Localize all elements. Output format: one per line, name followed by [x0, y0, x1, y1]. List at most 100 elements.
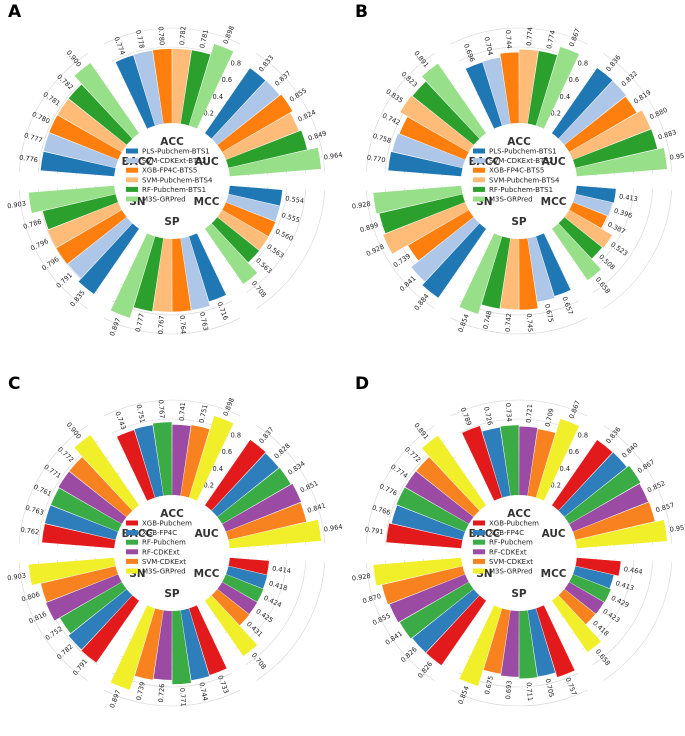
- value-label: 0.782: [55, 73, 74, 92]
- value-label: 0.781: [42, 90, 62, 107]
- value-label: 0.771: [178, 688, 187, 707]
- bar-auc-svm-cdkext-bts2: [211, 80, 280, 145]
- value-label: 0.414: [272, 564, 292, 575]
- bar-sn-xgb-fp4c-bts5: [408, 210, 474, 261]
- grid-arc: [603, 53, 673, 172]
- value-label: 0.928: [351, 572, 371, 583]
- legend-swatch: [473, 158, 485, 164]
- bar-mcc-svm-pubchem-bts4: [217, 210, 269, 251]
- legend-label: SVM-CDKExt: [142, 558, 186, 566]
- value-label: 0.657: [560, 296, 574, 317]
- metric-label-auc: AUC: [542, 156, 566, 168]
- value-label: 0.867: [636, 458, 656, 475]
- value-label: 0.762: [20, 526, 40, 537]
- bar-sp-svm-pubchem-bts4: [153, 238, 172, 312]
- value-label: 0.819: [632, 88, 652, 105]
- grid-arc: [365, 53, 435, 172]
- metric-label-acc: ACC: [507, 508, 531, 520]
- grid-arc: [592, 189, 654, 293]
- bar-acc-svm-pubchem-bts4: [172, 48, 192, 124]
- legend-swatch: [473, 568, 485, 574]
- bar-sn-m3s-grpred: [28, 557, 116, 585]
- value-label: 0.898: [222, 397, 236, 418]
- bar-sp-rf-cdkext: [153, 610, 172, 680]
- bar-bacc-pls-pubchem-bts1: [40, 151, 116, 177]
- bar-sn-pls-pubchem-bts1: [78, 223, 140, 294]
- bar-mcc-pls-pubchem-bts1: [575, 185, 616, 203]
- bar-bacc-svm-cdkext-bts2: [392, 133, 465, 168]
- grid-arc: [103, 27, 241, 45]
- bar-mcc-svm-cdkext-bts2: [573, 194, 613, 216]
- bar-acc-xgb-pubchem: [116, 430, 155, 501]
- bar-auc-svm-pubchem-bts4: [569, 110, 651, 160]
- panel-c: 0.2 0.4 0.6 0.8 0.743 0.751 0.767 0.741 0.751 0.8…: [7, 374, 343, 709]
- bar-mcc-xgb-pubchem: [228, 557, 270, 575]
- value-label: 0.832: [620, 69, 639, 88]
- legend-label: RF-Pubchem: [489, 539, 533, 547]
- bar-sp-rf-pubchem: [519, 610, 538, 679]
- grid-arc: [450, 27, 588, 45]
- legend-label: XGB-FP4C: [489, 529, 524, 537]
- legend-label: XGB-FP4C: [142, 529, 177, 537]
- grid-arc: [603, 562, 673, 681]
- value-label: 0.744: [197, 682, 209, 702]
- value-label: 0.396: [613, 207, 633, 220]
- value-label: 0.777: [134, 313, 146, 333]
- bar-sn-svm-cdkext: [382, 566, 465, 605]
- value-label: 0.413: [618, 192, 638, 203]
- panel-letter: D: [355, 374, 369, 394]
- bar-sp-m3s-grpred: [110, 605, 155, 690]
- legend-swatch: [473, 549, 485, 555]
- value-label: 0.693: [504, 680, 513, 699]
- bar-mcc-m3s-grpred: [204, 595, 258, 657]
- bar-sn-svm-cdkext-bts2: [411, 217, 480, 282]
- legend-swatch: [126, 558, 138, 564]
- legend-swatch: [126, 186, 138, 192]
- value-label: 0.763: [24, 504, 44, 517]
- bar-bacc-rf-pubchem-bts1: [68, 84, 133, 145]
- bar-sp-xgb-fp4c-bts5: [172, 238, 191, 312]
- value-label: 0.742: [504, 313, 513, 332]
- value-label: 0.903: [7, 200, 27, 211]
- bar-bacc-svm-cdkext: [69, 457, 133, 517]
- value-label: 0.841: [306, 501, 326, 514]
- value-label: 0.741: [178, 402, 187, 421]
- value-label: 0.711: [525, 682, 534, 701]
- radial-tick-label: 0.6: [222, 76, 233, 84]
- bar-mcc-rf-pubchem: [569, 574, 611, 603]
- bar-sp-xgb-pubchem: [189, 605, 227, 675]
- value-label: 0.772: [403, 445, 422, 464]
- bar-auc-xgb-fp4c: [211, 453, 279, 517]
- value-label: 0.709: [544, 408, 556, 428]
- legend-swatch: [126, 530, 138, 536]
- value-label: 0.891: [412, 49, 430, 69]
- value-label: 0.708: [250, 279, 268, 299]
- bar-acc-svm-pubchem-bts4: [519, 49, 539, 124]
- legend-label: SVM-CDKExt-BTS2: [489, 157, 553, 165]
- bar-auc-m3s-grpred: [228, 519, 322, 549]
- bar-auc-m3s-grpred: [575, 147, 668, 177]
- value-label: 0.964: [323, 523, 343, 534]
- legend-label: RF-Pubchem: [142, 539, 186, 547]
- value-label: 0.772: [56, 445, 75, 464]
- bar-sn-rf-pubchem-bts1: [379, 194, 465, 234]
- legend-label: RF-CDKExt: [142, 548, 180, 556]
- value-label: 0.855: [371, 612, 391, 627]
- bar-auc-xgb-fp4c-bts5: [217, 94, 293, 152]
- bar-sn-m3s-grpred: [373, 185, 463, 214]
- bar-sp-svm-cdkext-bts2: [527, 236, 555, 302]
- grid-arc: [592, 561, 654, 665]
- value-label: 0.897: [108, 317, 122, 338]
- metric-label-auc: AUC: [542, 528, 566, 540]
- legend-label: XGB-Pubchem: [489, 520, 539, 528]
- legend-swatch: [473, 177, 485, 183]
- bar-acc-svm-cdkext-bts2: [482, 57, 511, 126]
- value-label: 0.778: [134, 29, 146, 49]
- bar-sn-svm-pubchem-bts4: [383, 202, 469, 254]
- value-label: 0.953: [669, 523, 685, 534]
- value-label: 0.964: [323, 151, 343, 162]
- value-label: 0.782: [55, 643, 74, 662]
- value-label: 0.777: [23, 131, 43, 144]
- bar-mcc-svm-cdkext: [211, 589, 250, 626]
